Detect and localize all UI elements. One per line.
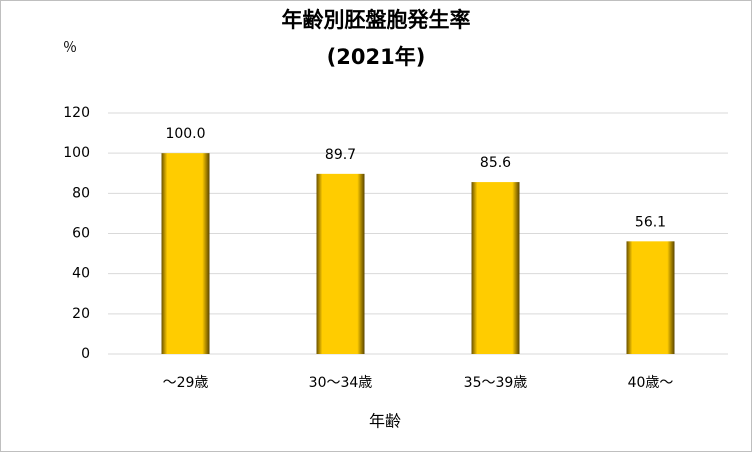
y-unit-label: ％ <box>63 40 77 56</box>
data-label: 100.0 <box>165 126 205 142</box>
data-label: 89.7 <box>325 147 356 163</box>
x-axis-title: 年齢 <box>369 412 401 431</box>
y-tick-label: 100 <box>63 145 90 161</box>
data-label: 56.1 <box>635 214 666 230</box>
y-tick-label: 120 <box>63 105 90 121</box>
y-tick-label: 40 <box>72 266 90 282</box>
y-tick-label: 80 <box>72 185 90 201</box>
bar <box>471 182 520 354</box>
bar <box>316 173 365 354</box>
y-tick-label: 20 <box>72 306 90 322</box>
y-tick-label: 60 <box>72 226 90 242</box>
x-tick-label: 40歳～ <box>628 375 674 391</box>
bar <box>626 241 675 354</box>
x-tick-label: ～29歳 <box>163 375 209 391</box>
chart-title: 年齢別胚盤胞発生率 <box>282 8 471 32</box>
data-label: 85.6 <box>480 155 511 171</box>
chart-subtitle: (2021年) <box>327 45 426 69</box>
y-tick-label: 0 <box>81 346 90 362</box>
x-tick-label: 35～39歳 <box>464 375 528 391</box>
bar <box>161 153 210 354</box>
x-tick-label: 30～34歳 <box>309 375 373 391</box>
